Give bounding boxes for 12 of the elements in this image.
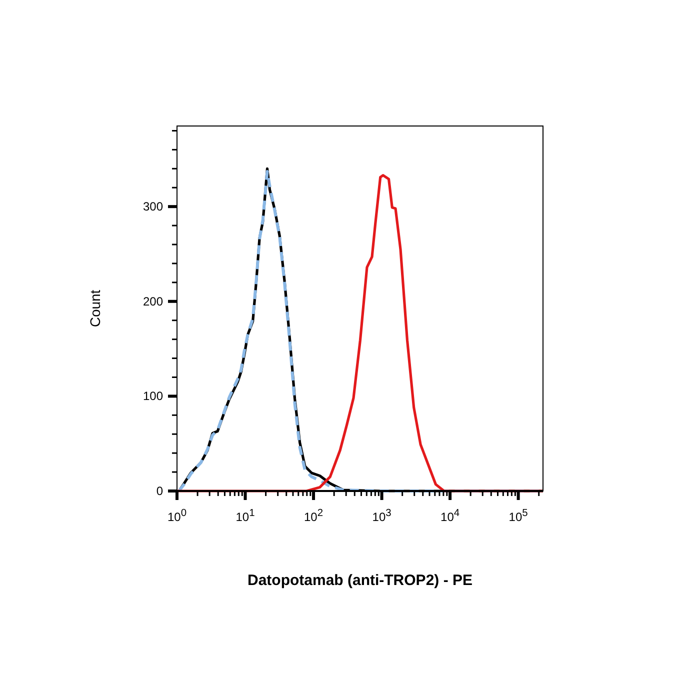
y-tick-label: 200: [142, 294, 164, 308]
y-tick-label: 100: [142, 389, 164, 404]
y-axis-title: Count: [87, 290, 103, 328]
x-axis-title: Datopotamab (anti-TROP2) - PE: [247, 572, 473, 589]
x-tick-label: 10$^{5}$: [508, 508, 528, 524]
x-tick-label: 10$^{1}$: [236, 508, 256, 524]
x-tick-label: 10$^{4}$: [440, 508, 460, 524]
y-tick-label: 0: [156, 484, 164, 498]
y-tick-label: 300: [142, 200, 164, 214]
x-tick-label: 10$^{0}$: [167, 508, 187, 524]
x-tick-label: 10$^{3}$: [372, 508, 392, 524]
x-tick-label: 10$^{2}$: [304, 508, 324, 524]
